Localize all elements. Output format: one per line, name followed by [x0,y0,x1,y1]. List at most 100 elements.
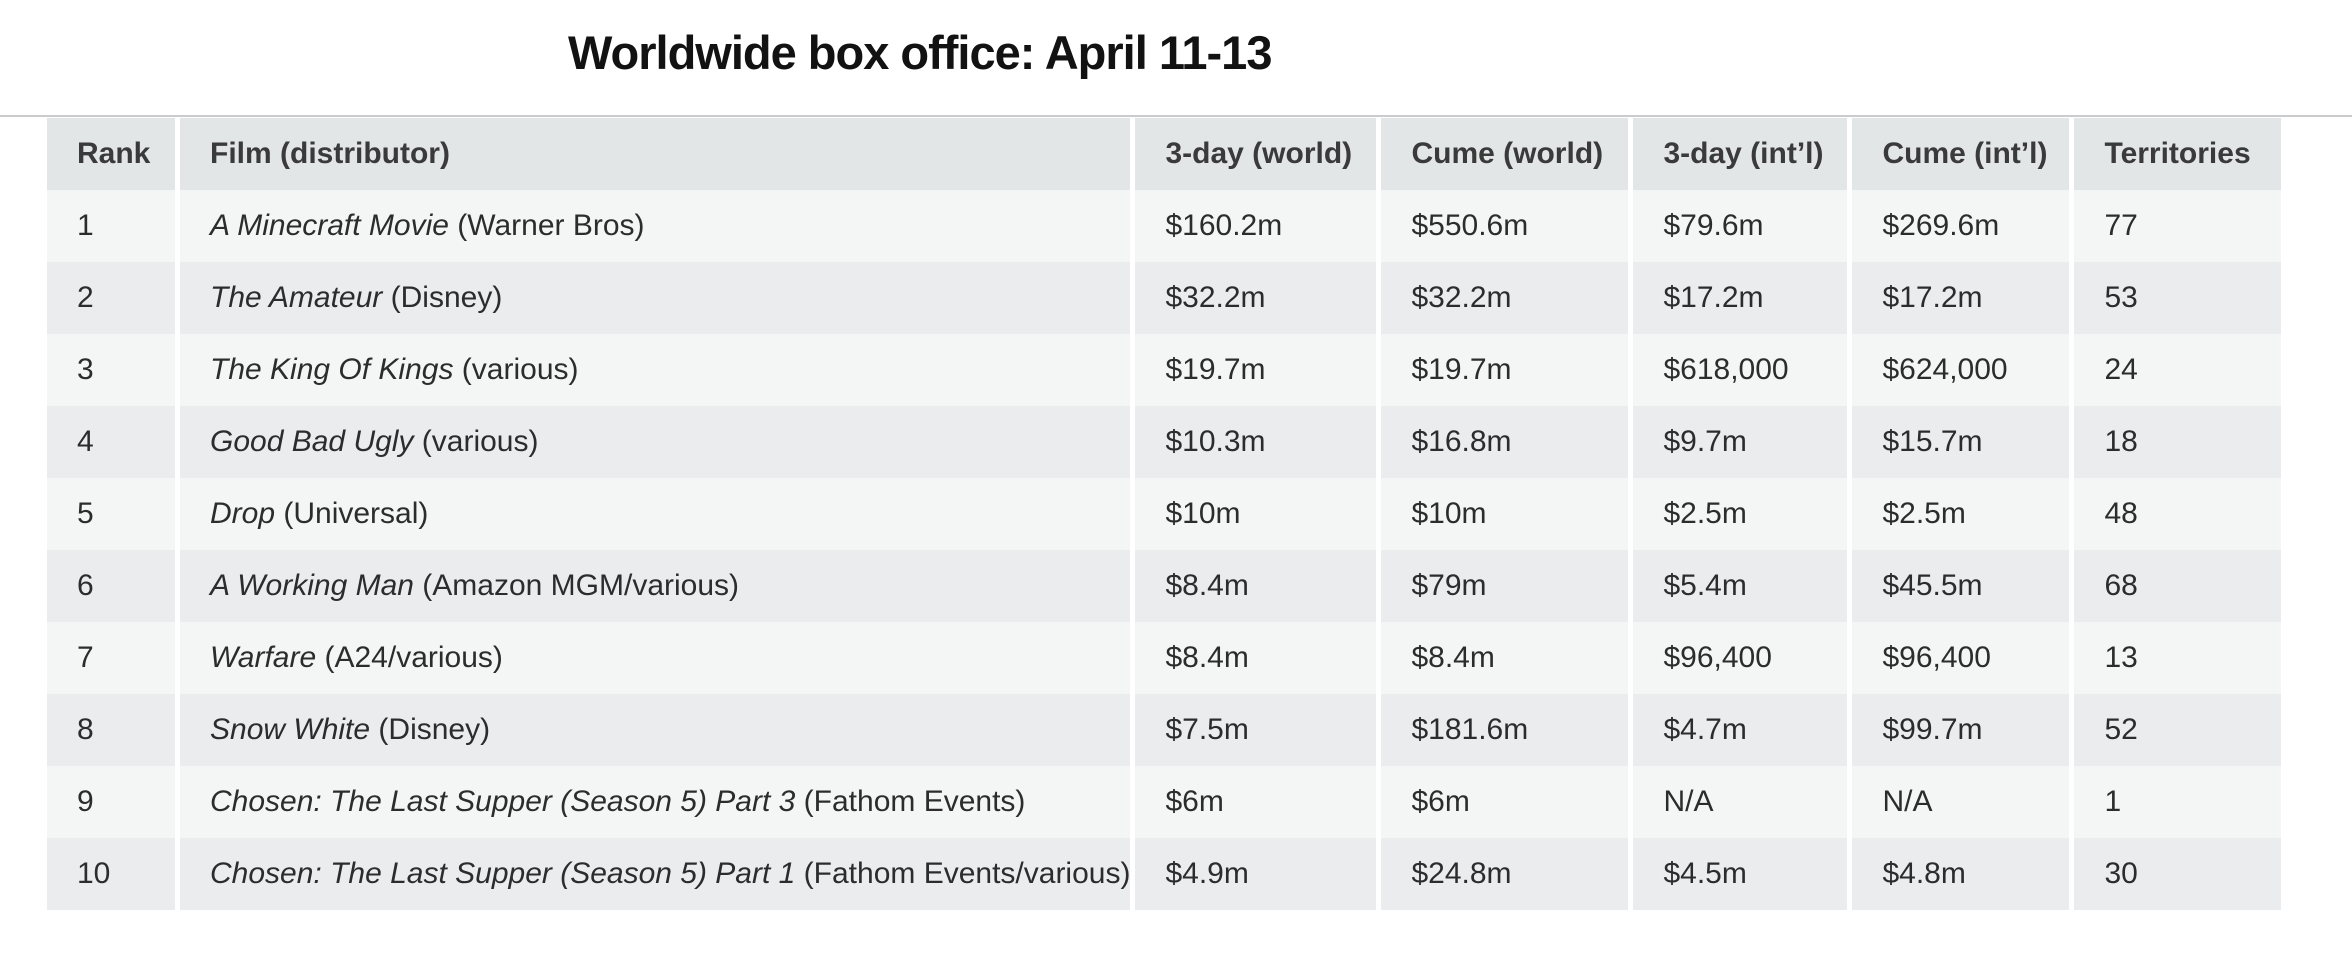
film-title: Snow White [210,713,371,746]
page-title: Worldwide box office: April 11-13 [568,26,1272,79]
table-row: 4 Good Bad Ugly (various) $10.3m $16.8m $9.7… [47,406,2282,478]
rank-cell: 7 [47,622,175,694]
cume-world-cell: $32.2m [1381,262,1629,334]
cume-intl-cell: $17.2m [1852,262,2070,334]
table-row: 7 Warfare (A24/various) $8.4m $8.4m $96,400 $… [47,622,2282,694]
territories-cell: 68 [2074,550,2282,622]
box-office-table: Rank Film (distributor) 3-day (world) Cu… [42,118,2286,910]
cume-world-cell: $8.4m [1381,622,1629,694]
territories-cell: 48 [2074,478,2282,550]
rank-cell: 6 [47,550,175,622]
territories-cell: 18 [2074,406,2282,478]
header-rank: Rank [47,118,175,190]
territories-cell: 1 [2074,766,2282,838]
film-distributor: (various) [453,353,579,386]
title-divider [0,115,2352,117]
film-title: The Amateur [210,281,383,314]
territories-cell: 53 [2074,262,2282,334]
three-day-world-cell: $6m [1135,766,1377,838]
film-distributor: (Fathom Events/various) [795,857,1131,890]
territories-cell: 30 [2074,838,2282,910]
territories-cell: 77 [2074,190,2282,262]
header-3day-world: 3-day (world) [1135,118,1377,190]
rank-cell: 8 [47,694,175,766]
cume-world-cell: $24.8m [1381,838,1629,910]
table-row: 9 Chosen: The Last Supper (Season 5) Part… [47,766,2282,838]
cume-intl-cell: $2.5m [1852,478,2070,550]
three-day-intl-cell: $9.7m [1633,406,1848,478]
film-cell: A Working Man (Amazon MGM/various) [180,550,1131,622]
cume-intl-cell: $99.7m [1852,694,2070,766]
film-distributor: (A24/various) [316,641,503,674]
header-film: Film (distributor) [180,118,1131,190]
three-day-world-cell: $7.5m [1135,694,1377,766]
cume-world-cell: $10m [1381,478,1629,550]
three-day-world-cell: $160.2m [1135,190,1377,262]
cume-world-cell: $19.7m [1381,334,1629,406]
cume-world-cell: $550.6m [1381,190,1629,262]
header-territories: Territories [2074,118,2282,190]
territories-cell: 52 [2074,694,2282,766]
film-title: Good Bad Ugly [210,425,414,458]
rank-cell: 10 [47,838,175,910]
film-cell: Drop (Universal) [180,478,1131,550]
three-day-intl-cell: $4.5m [1633,838,1848,910]
film-cell: Good Bad Ugly (various) [180,406,1131,478]
rank-cell: 2 [47,262,175,334]
header-cume-intl: Cume (int’l) [1852,118,2070,190]
film-distributor: (Disney) [370,713,491,746]
film-cell: Snow White (Disney) [180,694,1131,766]
three-day-world-cell: $8.4m [1135,622,1377,694]
film-distributor: (various) [413,425,539,458]
film-cell: Chosen: The Last Supper (Season 5) Part … [180,766,1131,838]
three-day-world-cell: $10.3m [1135,406,1377,478]
header-row: Rank Film (distributor) 3-day (world) Cu… [47,118,2282,190]
cume-world-cell: $79m [1381,550,1629,622]
rank-cell: 5 [47,478,175,550]
three-day-world-cell: $8.4m [1135,550,1377,622]
three-day-intl-cell: $79.6m [1633,190,1848,262]
territories-cell: 24 [2074,334,2282,406]
box-office-table-wrapper: Rank Film (distributor) 3-day (world) Cu… [47,118,2286,910]
cume-world-cell: $6m [1381,766,1629,838]
three-day-world-cell: $4.9m [1135,838,1377,910]
three-day-intl-cell: $17.2m [1633,262,1848,334]
rank-cell: 1 [47,190,175,262]
film-cell: Warfare (A24/various) [180,622,1131,694]
three-day-intl-cell: $96,400 [1633,622,1848,694]
cume-intl-cell: $624,000 [1852,334,2070,406]
table-row: 8 Snow White (Disney) $7.5m $181.6m $4.7m $99… [47,694,2282,766]
cume-intl-cell: $269.6m [1852,190,2070,262]
film-cell: The King Of Kings (various) [180,334,1131,406]
header-3day-intl: 3-day (int’l) [1633,118,1848,190]
three-day-world-cell: $10m [1135,478,1377,550]
cume-intl-cell: $96,400 [1852,622,2070,694]
cume-intl-cell: N/A [1852,766,2070,838]
film-title: Warfare [210,641,317,674]
three-day-intl-cell: N/A [1633,766,1848,838]
film-distributor: (Disney) [382,281,503,314]
table-header: Rank Film (distributor) 3-day (world) Cu… [47,118,2282,190]
film-distributor: (Warner Bros) [448,209,645,242]
film-title: A Working Man [210,569,414,602]
film-cell: A Minecraft Movie (Warner Bros) [180,190,1131,262]
three-day-intl-cell: $2.5m [1633,478,1848,550]
film-title: Chosen: The Last Supper (Season 5) Part … [210,785,804,818]
three-day-world-cell: $32.2m [1135,262,1377,334]
cume-intl-cell: $4.8m [1852,838,2070,910]
film-distributor: (Universal) [275,497,429,530]
table-row: 3 The King Of Kings (various) $19.7m $19.7m… [47,334,2282,406]
cume-intl-cell: $45.5m [1852,550,2070,622]
rank-cell: 3 [47,334,175,406]
film-title: The King Of Kings [210,353,454,386]
film-cell: Chosen: The Last Supper (Season 5) Part … [180,838,1131,910]
cume-world-cell: $16.8m [1381,406,1629,478]
cume-world-cell: $181.6m [1381,694,1629,766]
rank-cell: 4 [47,406,175,478]
territories-cell: 13 [2074,622,2282,694]
three-day-world-cell: $19.7m [1135,334,1377,406]
film-cell: The Amateur (Disney) [180,262,1131,334]
